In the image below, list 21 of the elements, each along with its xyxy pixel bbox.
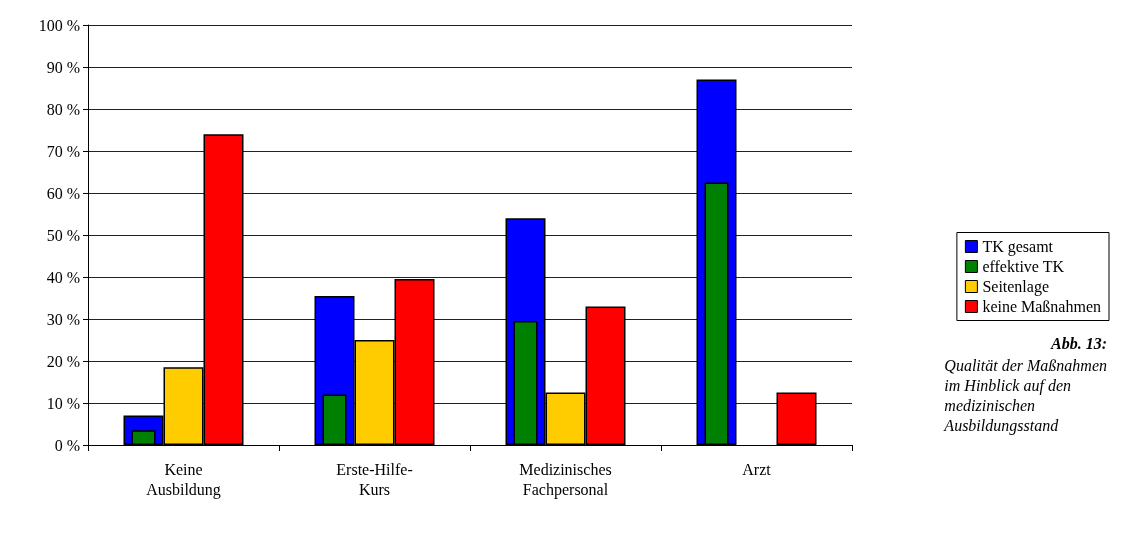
legend-label: TK gesamt <box>982 238 1054 256</box>
x-tick-label: Arzt <box>742 460 772 478</box>
y-tick-label: 10 % <box>46 394 80 412</box>
x-tick-label: Medizinisches Fachpersonal <box>519 460 612 499</box>
legend-label: effektive TK <box>982 258 1065 275</box>
legend-label: Seitenlage <box>982 278 1050 296</box>
y-tick-label: 40 % <box>46 268 80 286</box>
y-tick-label: 60 % <box>46 184 80 202</box>
y-tick-label: 20 % <box>46 352 80 370</box>
y-tick-label: 70 % <box>46 142 80 160</box>
y-tick-label: 80 % <box>46 100 80 118</box>
y-tick-label: 50 % <box>46 226 80 244</box>
legend-label: keine Maßnahmen <box>982 298 1101 315</box>
y-tick-label: 90 % <box>46 58 80 76</box>
x-tick-label: Keine Ausbildung <box>146 460 221 499</box>
y-tick-label: 0 % <box>54 436 80 454</box>
x-tick-label: Erste-Hilfe- Kurs <box>336 460 413 498</box>
caption: Abb. 13: <box>1050 334 1107 352</box>
y-tick-label: 30 % <box>46 310 80 328</box>
y-tick-label: 100 % <box>38 16 80 34</box>
text: Qualität der Maßnahmen im Hinblick auf den medizinischen Ausbildungsstand <box>943 356 1108 435</box>
